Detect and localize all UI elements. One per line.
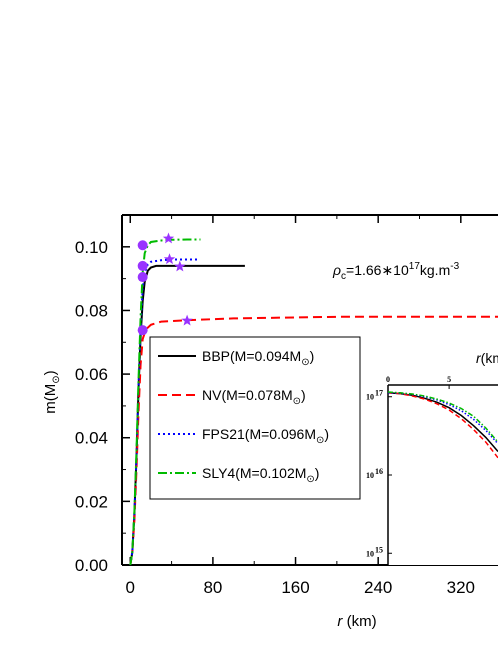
inset-y-tick-label: 10 [366, 471, 374, 480]
inset-y-tick-exponent: 15 [375, 545, 383, 554]
inset-y-tick-label: 10 [366, 393, 374, 402]
legend-box [149, 336, 361, 500]
legend-label-3: SLY4(M=0.102M⊙) [202, 465, 319, 485]
legend-label-sub: ⊙ [301, 357, 309, 368]
inset-top-tick-label: 5 [447, 375, 451, 384]
x-tick-label: 80 [203, 578, 222, 597]
x-axis-label: r (km) [337, 613, 376, 630]
x-tick-label: 160 [281, 578, 309, 597]
inset-y-tick-label: 10 [366, 549, 374, 558]
legend-label-end: ) [301, 387, 306, 403]
circle-marker-3 [137, 240, 148, 251]
star-marker-3 [162, 232, 175, 244]
circle-marker-0 [137, 272, 148, 283]
x-tick-label: 0 [126, 578, 135, 597]
star-marker-0 [174, 260, 186, 272]
legend-label-1: NV(M=0.078M⊙) [202, 387, 306, 407]
legend-label-sub: ⊙ [293, 396, 301, 407]
legend-label-end: ) [310, 348, 315, 364]
inset-y-tick-exponent: 16 [375, 467, 383, 476]
legend-label-end: ) [315, 465, 320, 481]
star-marker-2 [163, 253, 176, 265]
y-tick-label: 0.00 [75, 556, 108, 575]
plot-area: 0.000.020.040.060.080.100 80 160 240 320 [75, 214, 498, 597]
y-axis-label: m(M⊙) [42, 370, 62, 413]
legend-label-end: ) [324, 426, 329, 442]
y-tick-label: 0.08 [75, 301, 108, 320]
circle-marker-2 [137, 260, 148, 271]
legend-label-main: SLY4(M=0.102M [202, 465, 306, 481]
y-tick-label: 0.10 [75, 238, 108, 257]
legend-label-main: FPS21(M=0.096M [202, 426, 316, 442]
y-tick-label: 0.02 [75, 492, 108, 511]
inset-density-plot: 05r(km101710161015ρ(kg/m3) [343, 350, 498, 565]
legend-label-0: BBP(M=0.094M⊙) [202, 348, 314, 368]
inset-top-axis-label: r(km [476, 350, 498, 366]
legend-label-2: FPS21(M=0.096M⊙) [202, 426, 329, 446]
inset-curve-1 [387, 392, 498, 459]
inset-top-tick-label: 0 [386, 375, 390, 384]
inset-top-axis-label-rest: (km [481, 350, 498, 366]
legend: BBP(M=0.094M⊙)NV(M=0.078M⊙)FPS21(M=0.096… [149, 336, 361, 500]
y-tick-label: 0.04 [75, 429, 108, 448]
central-density-annotation: ρc=1.66∗1017kg.m-3 [332, 261, 460, 282]
star-marker-1 [181, 314, 193, 326]
inset-y-tick-exponent: 17 [375, 389, 383, 398]
y-tick-label: 0.06 [75, 365, 108, 384]
x-tick-label: 320 [447, 578, 475, 597]
legend-label-main: NV(M=0.078M [202, 387, 293, 403]
legend-label-sub: ⊙ [306, 474, 314, 485]
legend-label-main: BBP(M=0.094M [202, 348, 301, 364]
inset-curve-3 [387, 391, 498, 443]
legend-label-sub: ⊙ [316, 435, 324, 446]
inset-background [388, 385, 498, 565]
circle-marker-1 [137, 325, 148, 336]
x-tick-label: 240 [364, 578, 392, 597]
inset-top-axis-label-italic: r [476, 350, 482, 366]
